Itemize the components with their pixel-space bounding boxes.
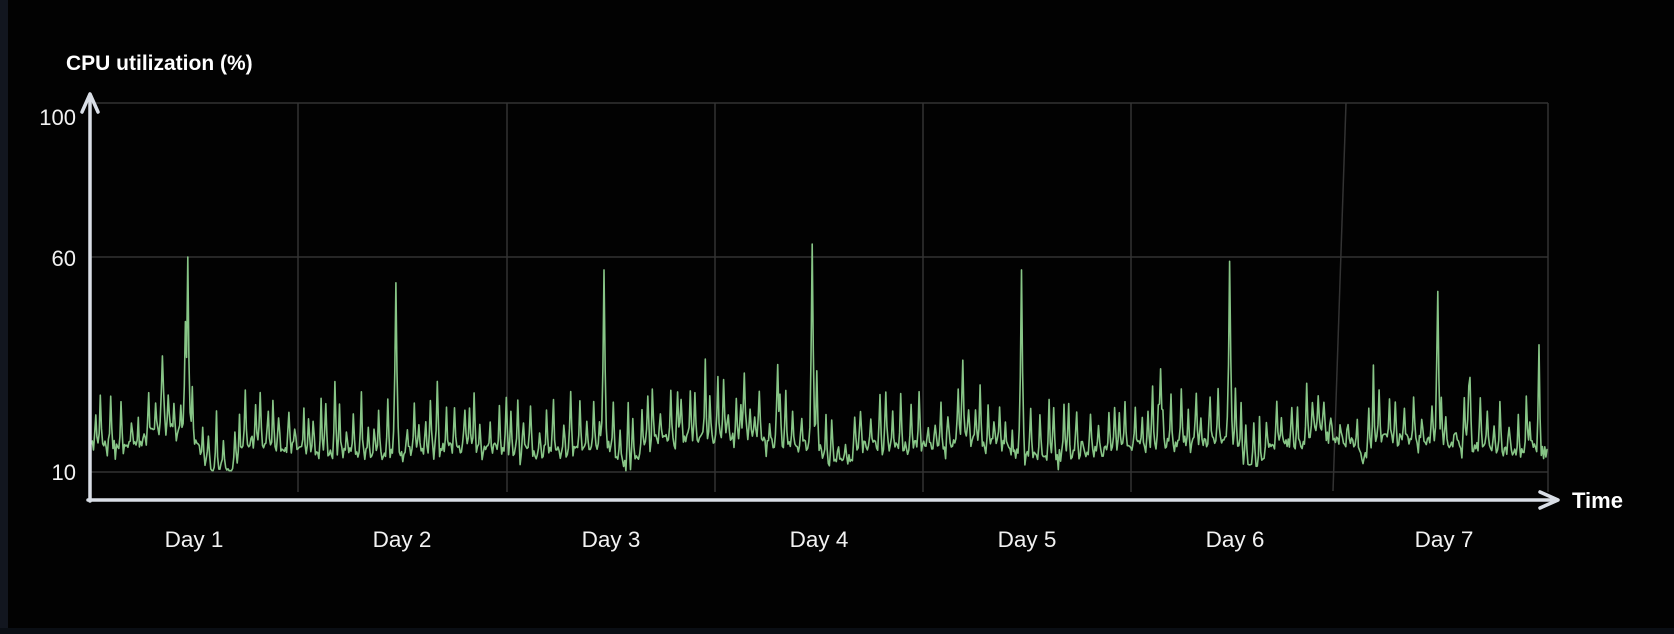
left-edge-strip — [0, 0, 8, 634]
x-tick-label-day-1: Day 1 — [165, 527, 224, 552]
x-tick-label-day-7: Day 7 — [1415, 527, 1474, 552]
cpu-series-line — [89, 243, 1548, 472]
x-tick-label-day-4: Day 4 — [790, 527, 849, 552]
x-tick-label-day-2: Day 2 — [373, 527, 432, 552]
gridline-day6-day7-slanted — [1332, 102, 1347, 492]
y-tick-label-10: 10 — [52, 460, 76, 485]
chart-title: CPU utilization (%) — [66, 52, 253, 75]
x-tick-label-day-5: Day 5 — [998, 527, 1057, 552]
y-tick-label-100: 100 — [39, 105, 76, 130]
bottom-edge-strip — [0, 628, 1674, 634]
x-axis-label-time: Time — [1572, 488, 1623, 513]
y-axis-arrowhead-icon — [80, 92, 100, 114]
y-tick-label-60: 60 — [52, 246, 76, 271]
x-tick-label-day-6: Day 6 — [1206, 527, 1265, 552]
x-tick-label-day-3: Day 3 — [582, 527, 641, 552]
x-axis-arrowhead-icon — [1538, 490, 1560, 510]
